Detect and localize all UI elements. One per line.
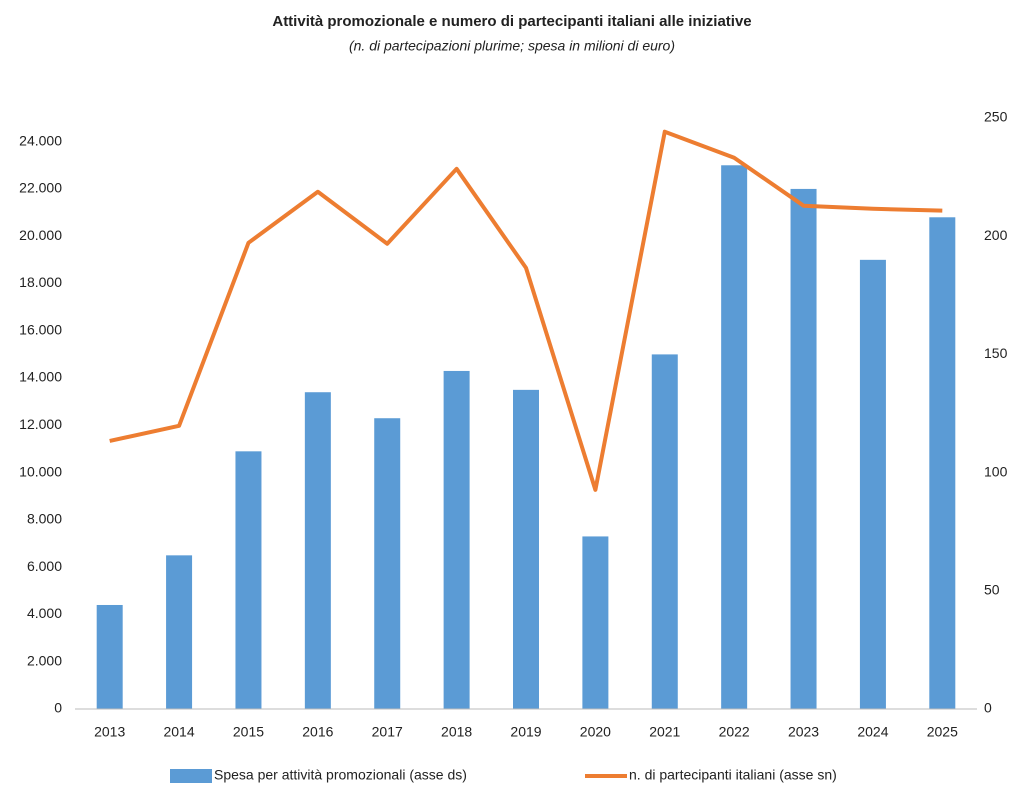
- y-tick-label: 22.000: [19, 180, 62, 196]
- bar: [651, 354, 678, 709]
- bar: [166, 555, 193, 709]
- x-tick-label: 2024: [857, 724, 888, 740]
- x-tick-label: 2022: [719, 724, 750, 740]
- x-tick-label: 2014: [163, 724, 194, 740]
- y-tick-label: 16.000: [19, 321, 62, 337]
- bar: [513, 389, 539, 709]
- y-tick-label: 24.000: [19, 132, 62, 148]
- y-tick-label: 18.000: [19, 274, 62, 290]
- y-tick-label: 12.000: [19, 416, 62, 432]
- x-tick-label: 2021: [649, 724, 680, 740]
- y2-tick-label: 0: [984, 700, 992, 716]
- bar: [790, 188, 817, 710]
- bar: [96, 604, 123, 709]
- y2-tick-label: 150: [984, 345, 1008, 361]
- bar: [443, 370, 470, 709]
- legend-label: n. di partecipanti italiani (asse sn): [629, 767, 837, 783]
- x-tick-label: 2023: [788, 724, 819, 740]
- y-tick-label: 2.000: [27, 652, 62, 668]
- legend-label: Spesa per attività promozionali (asse ds…: [214, 767, 467, 783]
- bar: [235, 451, 262, 709]
- legend-swatch: [170, 769, 212, 783]
- x-tick-label: 2018: [441, 724, 472, 740]
- bar: [304, 392, 331, 709]
- bar: [929, 217, 956, 709]
- chart-subtitle: (n. di partecipazioni plurime; spesa in …: [349, 38, 675, 54]
- line: [109, 129, 943, 492]
- y-tick-label: 14.000: [19, 369, 62, 385]
- y-tick-label: 6.000: [27, 558, 62, 574]
- y2-tick-label: 100: [984, 463, 1008, 479]
- y-tick-label: 20.000: [19, 227, 62, 243]
- chart-title: Attività promozionale e numero di partec…: [272, 13, 751, 30]
- y-tick-label: 10.000: [19, 463, 62, 479]
- x-tick-label: 2019: [510, 724, 541, 740]
- x-tick-label: 2017: [372, 724, 403, 740]
- y2-tick-label: 200: [984, 227, 1008, 243]
- x-tick-label: 2013: [94, 724, 125, 740]
- y2-tick-label: 50: [984, 582, 1000, 598]
- x-tick-label: 2020: [580, 724, 611, 740]
- bar: [374, 418, 401, 709]
- y-tick-label: 0: [54, 700, 62, 716]
- bar: [721, 165, 748, 709]
- y-tick-label: 8.000: [27, 511, 62, 527]
- x-tick-label: 2016: [302, 724, 333, 740]
- x-tick-label: 2025: [927, 724, 958, 740]
- bar: [582, 536, 609, 709]
- y-tick-label: 4.000: [27, 605, 62, 621]
- x-tick-label: 2015: [233, 724, 264, 740]
- bar: [859, 259, 886, 709]
- y2-tick-label: 250: [984, 109, 1008, 125]
